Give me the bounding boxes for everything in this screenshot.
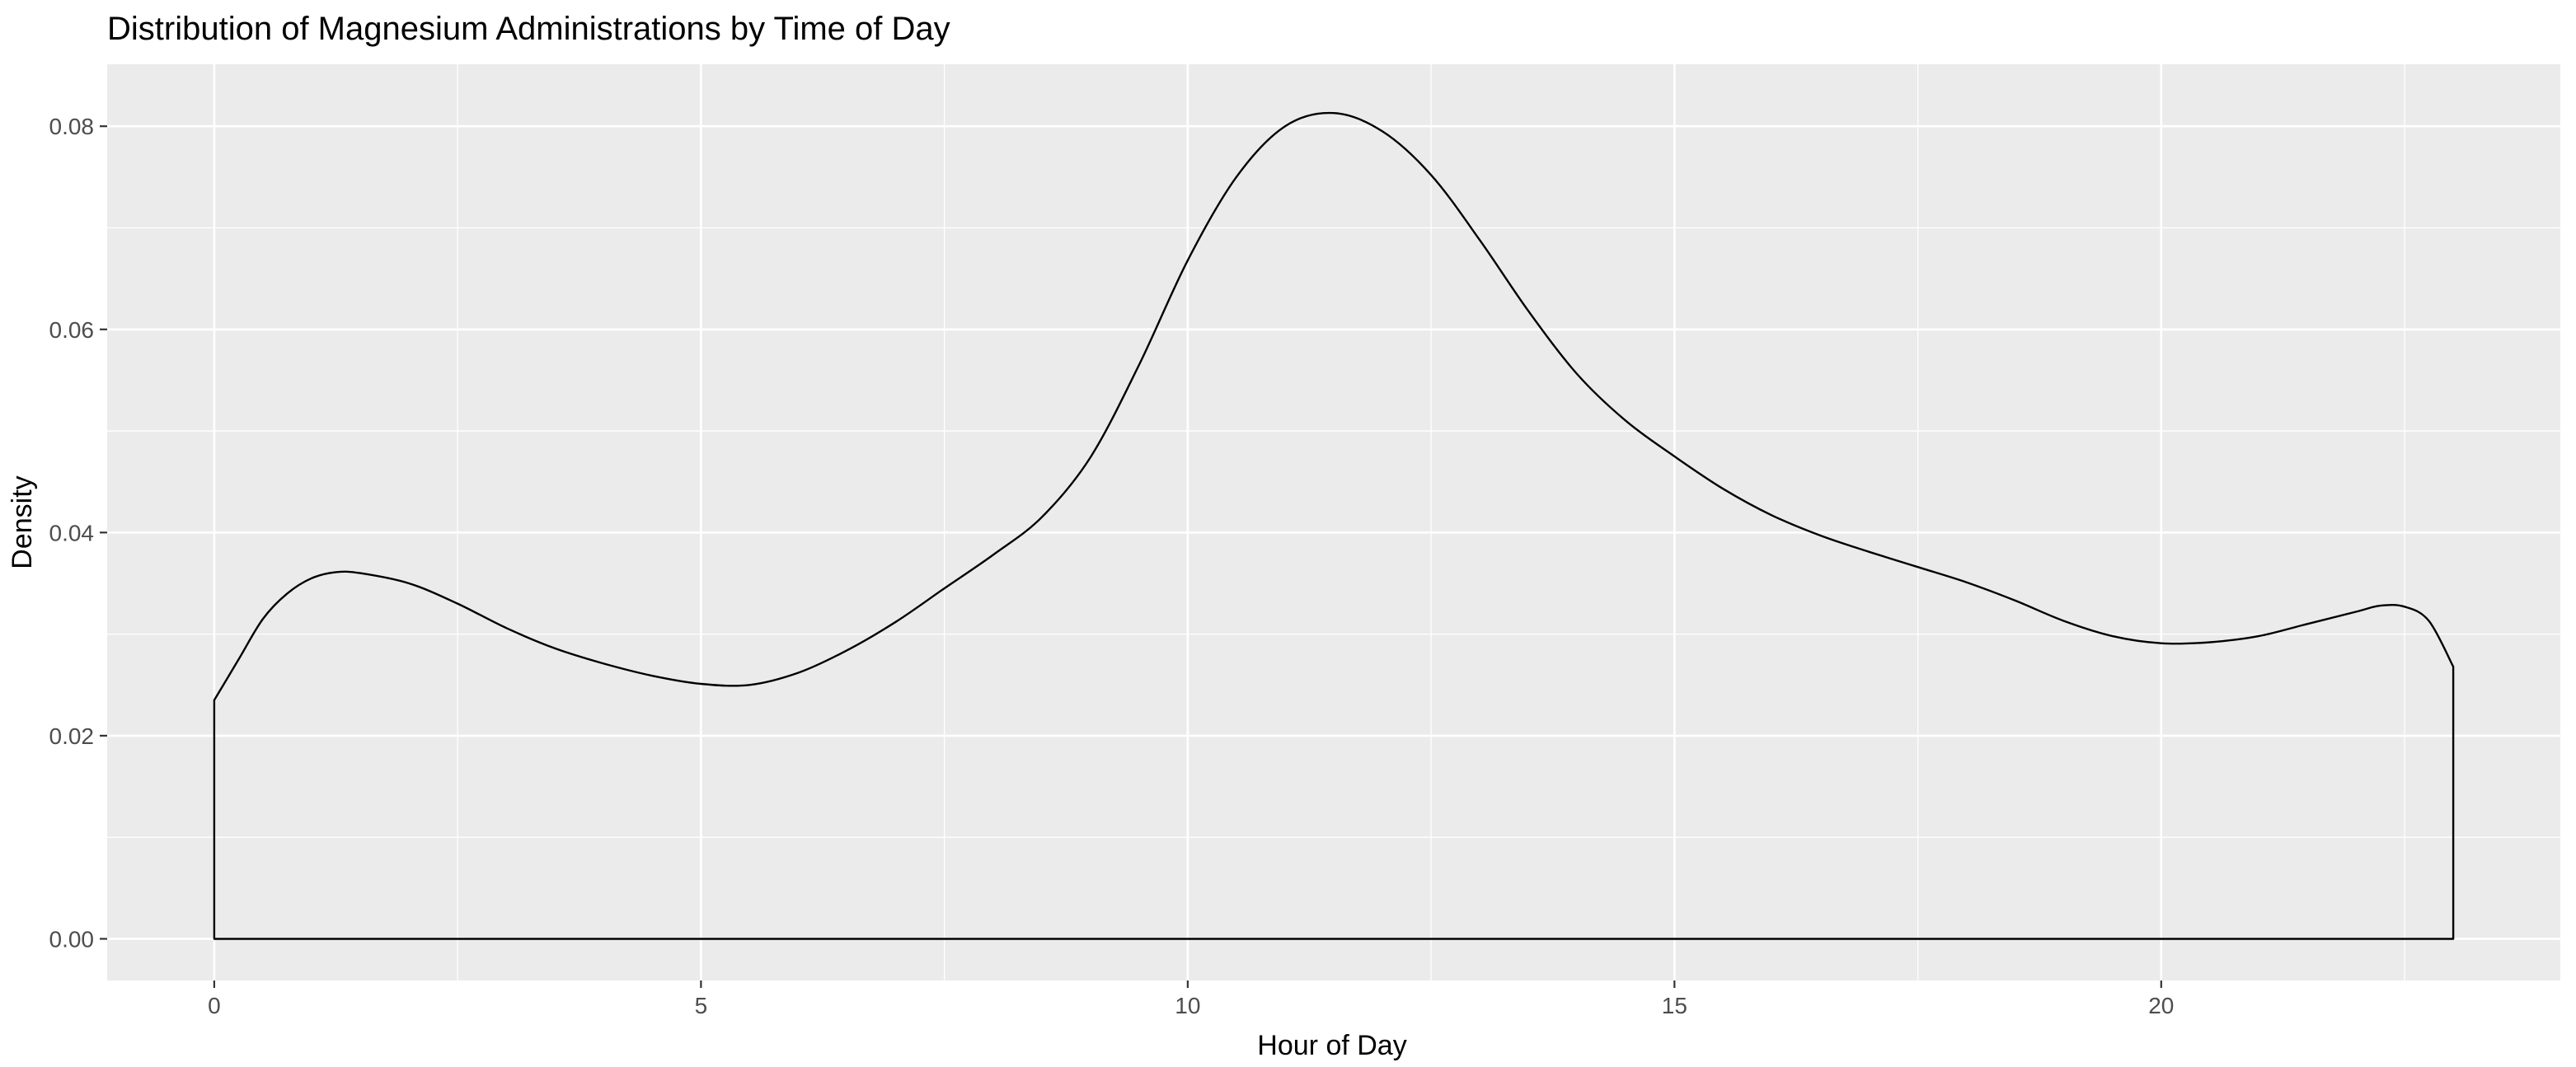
x-tick-label: 20 (2148, 993, 2174, 1018)
x-tick-label: 0 (208, 993, 221, 1018)
y-tick-label: 0.08 (49, 114, 95, 139)
y-tick-label: 0.00 (49, 926, 95, 952)
y-tick-label: 0.02 (49, 723, 95, 749)
grid-lines (107, 64, 2560, 980)
plot-panel (107, 64, 2560, 980)
x-axis-title: Hour of Day (1257, 1030, 1406, 1061)
y-tick-label: 0.04 (49, 520, 95, 545)
density-curve (213, 111, 2455, 940)
axes: 0 5 10 15 20 0.00 0.02 0.04 0.06 0.08 (49, 114, 2175, 1018)
x-tick-label: 10 (1175, 993, 1200, 1018)
y-axis-title: Density (7, 475, 38, 569)
x-tick-label: 5 (695, 993, 708, 1018)
chart-title: Distribution of Magnesium Administration… (107, 11, 950, 47)
series-layer (213, 111, 2455, 940)
y-tick-label: 0.06 (49, 317, 95, 343)
x-tick-label: 15 (1662, 993, 1687, 1018)
